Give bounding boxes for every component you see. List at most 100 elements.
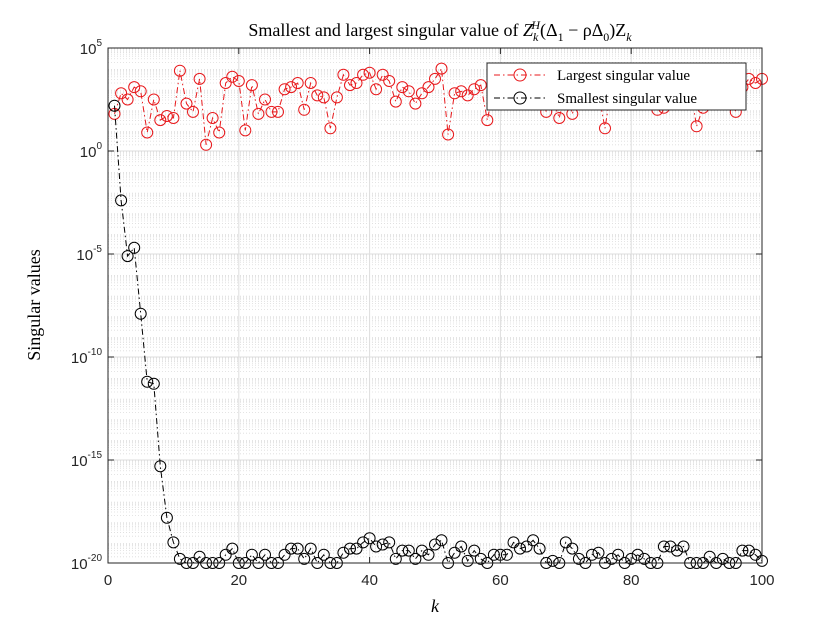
- chart-title: Smallest and largest singular value of Z…: [248, 18, 632, 44]
- largest-point: [219, 77, 232, 89]
- smallest-point: [572, 552, 585, 565]
- largest-point: [245, 79, 258, 92]
- smallest-point: [134, 307, 147, 320]
- largest-point: [337, 68, 350, 81]
- y-tick-label: 10-10: [71, 347, 103, 367]
- smallest-point: [664, 540, 677, 553]
- smallest-point: [337, 546, 350, 559]
- smallest-point: [448, 546, 461, 559]
- x-tick-label: 100: [749, 572, 774, 589]
- largest-point: [291, 77, 304, 89]
- largest-point: [206, 112, 219, 124]
- smallest-point: [605, 552, 618, 565]
- largest-point: [141, 126, 154, 139]
- largest-point: [317, 91, 330, 104]
- largest-point: [239, 124, 252, 137]
- largest-point: [278, 83, 291, 96]
- smallest-point: [154, 460, 167, 473]
- smallest-point: [141, 375, 154, 388]
- largest-point: [415, 87, 428, 100]
- largest-point: [187, 105, 199, 118]
- smallest-point: [259, 548, 271, 561]
- smallest-point: [298, 552, 311, 565]
- x-tick-label: 0: [104, 572, 112, 589]
- largest-point: [455, 85, 468, 98]
- legend-marker-smallest: [513, 91, 527, 105]
- smallest-point: [566, 542, 579, 555]
- smallest-point: [612, 548, 625, 561]
- largest-point: [252, 107, 265, 120]
- smallest-point: [219, 548, 232, 561]
- smallest-point: [559, 536, 572, 549]
- smallest-point: [638, 552, 651, 565]
- largest-point: [461, 89, 474, 102]
- largest-point: [154, 114, 167, 127]
- axes-frame: [107, 47, 763, 564]
- smallest-point: [226, 542, 239, 555]
- smallest-point: [500, 548, 513, 561]
- largest-point: [147, 93, 160, 106]
- largest-point: [553, 112, 566, 124]
- smallest-point: [461, 554, 474, 567]
- y-axis-label: Singular values: [24, 249, 44, 360]
- smallest-point: [625, 552, 638, 565]
- largest-point: [350, 77, 363, 89]
- largest-point: [298, 103, 311, 116]
- largest-point: [167, 112, 180, 124]
- largest-point: [402, 85, 415, 98]
- smallest-point: [278, 548, 291, 561]
- smallest-point: [415, 544, 428, 557]
- smallest-point: [631, 548, 644, 561]
- largest-point: [474, 79, 487, 92]
- largest-point: [180, 97, 193, 110]
- smallest-point: [586, 548, 598, 561]
- largest-point: [344, 79, 356, 92]
- smallest-point: [383, 536, 396, 549]
- y-tick-label: 100: [80, 141, 103, 161]
- smallest-point: [468, 544, 481, 557]
- smallest-point: [507, 536, 520, 549]
- smallest-point: [173, 552, 186, 565]
- largest-point: [383, 75, 396, 87]
- smallest-point: [396, 544, 409, 557]
- smallest-point: [376, 538, 389, 551]
- smallest-point: [304, 542, 317, 555]
- largest-point: [226, 70, 239, 83]
- largest-point: [389, 95, 402, 108]
- largest-point: [376, 68, 389, 81]
- largest-point: [121, 93, 134, 106]
- largest-point: [435, 62, 448, 75]
- legend-marker-largest: [513, 68, 527, 82]
- smallest-point: [317, 548, 330, 561]
- smallest-point: [677, 540, 690, 553]
- smallest-point: [291, 542, 304, 555]
- smallest-point: [115, 194, 128, 207]
- y-tick-label: 10-5: [76, 244, 102, 264]
- y-tick-label: 10-15: [71, 450, 103, 470]
- x-tick-label: 40: [361, 572, 378, 589]
- largest-point: [173, 64, 186, 77]
- axes-background: [108, 48, 762, 563]
- smallest-point: [370, 540, 383, 553]
- largest-point: [213, 126, 226, 139]
- smallest-point: [147, 377, 160, 390]
- largest-point: [429, 72, 441, 85]
- axis-ticks: 105 100 10-5 10-10 10-15 10-200 20 40 60 80 100: [71, 38, 775, 589]
- smallest-point: [742, 544, 755, 557]
- smallest-point: [429, 538, 441, 551]
- smallest-point: [474, 552, 487, 565]
- largest-point: [370, 83, 383, 96]
- largest-point: [232, 75, 245, 87]
- smallest-point: [592, 546, 605, 559]
- largest-point: [409, 97, 422, 110]
- largest-point: [363, 66, 376, 79]
- largest-point: [690, 120, 703, 133]
- x-tick-label: 60: [492, 572, 509, 589]
- x-tick-label: 20: [230, 572, 247, 589]
- smallest-point: [128, 241, 141, 254]
- smallest-point: [357, 536, 370, 549]
- largest-point: [304, 77, 317, 89]
- smallest-point: [736, 544, 749, 557]
- smallest-point: [487, 548, 500, 561]
